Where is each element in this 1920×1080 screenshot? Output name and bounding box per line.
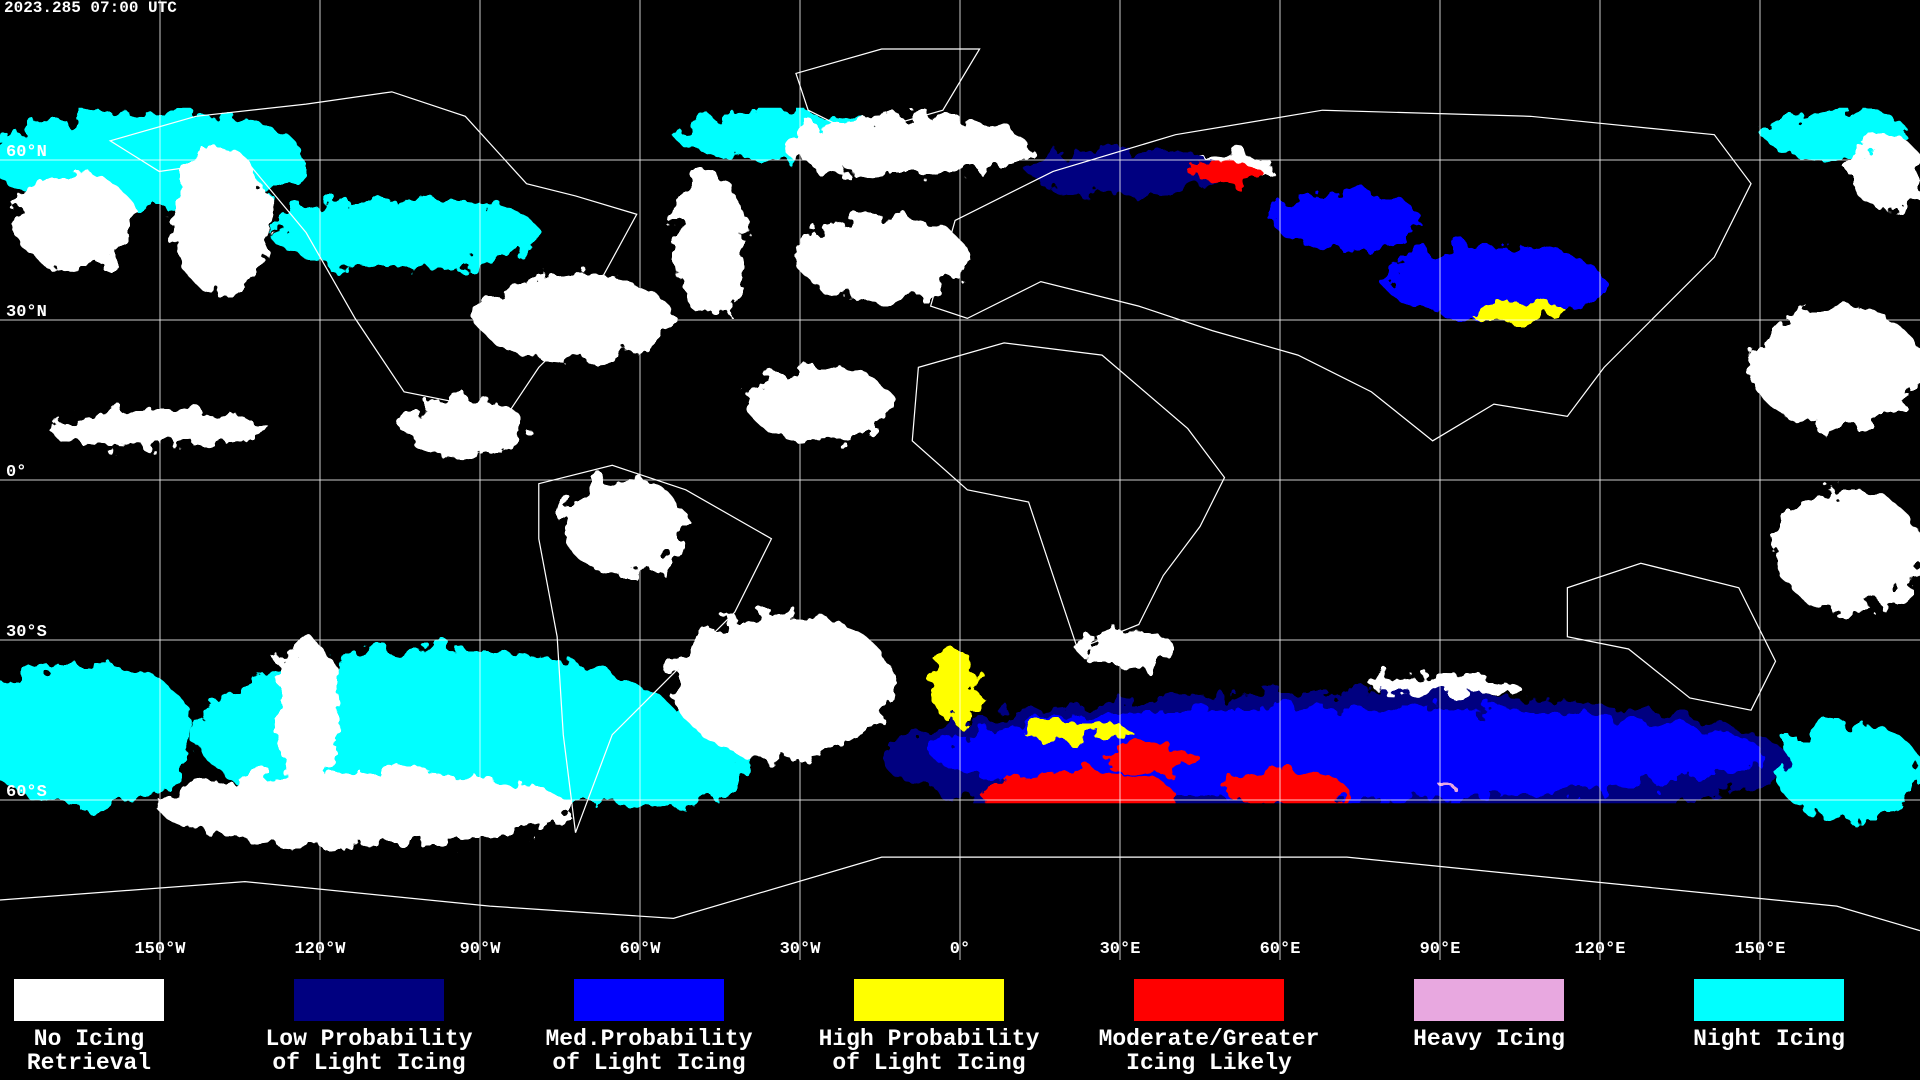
cloud xyxy=(1849,134,1920,209)
no-data xyxy=(879,803,1791,853)
map-area: 150°W 120°W 90°W 60°W 30°W 0° 30°E 60°E 90°E 120°… xyxy=(0,0,1920,960)
cloud xyxy=(1077,630,1176,668)
coastline xyxy=(911,342,1226,650)
cloud xyxy=(12,171,135,270)
cloud xyxy=(1371,673,1519,698)
cloud-fields xyxy=(0,110,1920,845)
lon-label: 60°W xyxy=(620,940,662,959)
lon-label: 0° xyxy=(950,940,970,959)
cloud xyxy=(159,771,576,845)
lon-label: 90°W xyxy=(460,940,502,959)
cloud xyxy=(1102,744,1201,774)
cloud xyxy=(0,661,196,809)
legend-label: Low Probability xyxy=(265,1026,472,1052)
cloud xyxy=(746,367,894,441)
coastlines xyxy=(0,48,1920,932)
legend-swatch xyxy=(854,979,1004,1021)
cloud xyxy=(673,612,894,760)
legend-label: High Probability xyxy=(819,1026,1040,1052)
cloud xyxy=(48,410,270,447)
coastline xyxy=(1566,562,1777,711)
lat-label: 60°S xyxy=(6,783,47,802)
legend-label: Med.Probability xyxy=(545,1026,752,1052)
cloud xyxy=(795,214,968,301)
cloud xyxy=(673,171,747,319)
lon-label: 60°E xyxy=(1260,940,1301,959)
graticule: 150°W 120°W 90°W 60°W 30°W 0° 30°E 60°E 90°E 120°… xyxy=(0,0,1920,960)
cloud xyxy=(1437,780,1453,788)
coastline xyxy=(0,856,1920,932)
legend-label: Heavy Icing xyxy=(1413,1026,1565,1052)
lat-label: 0° xyxy=(6,463,26,482)
coastline xyxy=(538,464,773,833)
cloud xyxy=(1022,724,1133,740)
cloud xyxy=(171,146,270,294)
legend-swatch xyxy=(1694,979,1844,1021)
legend-swatch xyxy=(1414,979,1564,1021)
cloud xyxy=(404,397,527,460)
timestamp: 2023.285 07:00 UTC xyxy=(4,0,177,17)
cloud xyxy=(930,706,1764,800)
cloud xyxy=(1187,161,1262,182)
cloud xyxy=(477,275,674,362)
coastline xyxy=(929,109,1752,442)
legend-label: Moderate/Greater xyxy=(1099,1026,1320,1052)
lon-label: 150°E xyxy=(1734,940,1785,959)
coastline xyxy=(108,91,638,442)
lat-label: 30°N xyxy=(6,303,47,322)
lon-label: 90°E xyxy=(1420,940,1461,959)
lon-label: 30°W xyxy=(780,940,822,959)
legend-label: No Icing xyxy=(34,1026,144,1052)
cloud xyxy=(275,636,337,784)
lon-label: 120°W xyxy=(294,940,346,959)
lon-label: 30°E xyxy=(1100,940,1141,959)
cloud xyxy=(1224,771,1347,809)
cloud xyxy=(783,116,1029,178)
cloud xyxy=(1775,722,1920,821)
cloud xyxy=(1775,489,1920,613)
cloud xyxy=(930,648,980,723)
legend-label: of Light Icing xyxy=(832,1050,1025,1076)
legend-swatch xyxy=(1134,979,1284,1021)
cloud xyxy=(269,195,539,270)
cloud xyxy=(563,477,686,576)
cloud xyxy=(1469,302,1568,323)
lon-label: 150°W xyxy=(134,940,186,959)
lon-label: 120°E xyxy=(1574,940,1625,959)
lat-label: 30°S xyxy=(6,623,47,642)
legend-label: Night Icing xyxy=(1693,1026,1845,1052)
lat-label: 60°N xyxy=(6,143,47,162)
legend-label: of Light Icing xyxy=(272,1050,465,1076)
legend-label: Icing Likely xyxy=(1126,1050,1292,1076)
cloud xyxy=(1383,244,1605,319)
legend-swatch xyxy=(574,979,724,1021)
legend-swatch xyxy=(294,979,444,1021)
cloud xyxy=(1273,189,1421,252)
legend-label: Retrieval xyxy=(27,1050,151,1076)
cloud xyxy=(1751,306,1920,429)
legend-swatch xyxy=(14,979,164,1021)
cloud xyxy=(1028,146,1225,196)
legend-label: of Light Icing xyxy=(552,1050,745,1076)
coastline xyxy=(795,48,981,136)
